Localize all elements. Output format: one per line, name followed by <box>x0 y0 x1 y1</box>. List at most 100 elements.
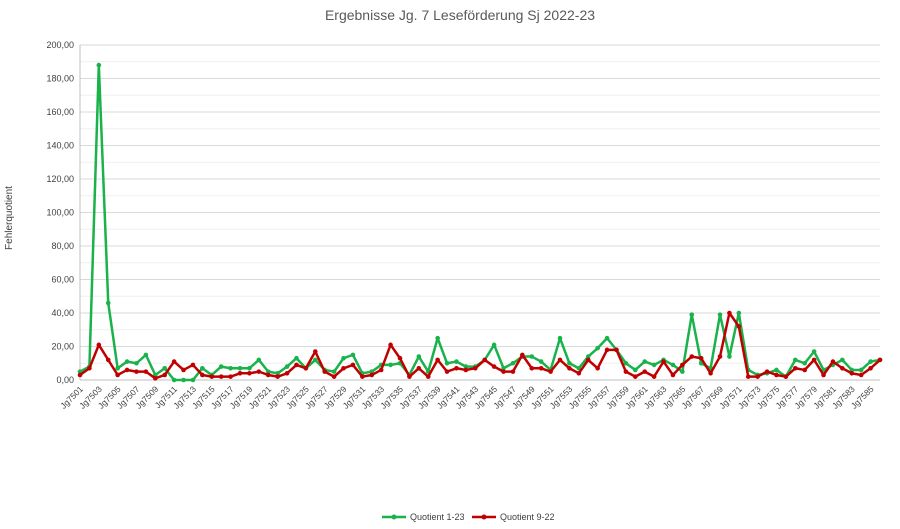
data-point <box>247 365 252 371</box>
legend-swatch-marker <box>391 514 397 520</box>
data-point <box>369 369 375 374</box>
data-point <box>858 372 864 378</box>
data-point <box>736 310 742 316</box>
data-point <box>454 359 459 364</box>
data-point <box>322 369 328 374</box>
data-point <box>388 342 393 348</box>
data-point <box>124 367 130 373</box>
data-point <box>764 369 770 374</box>
data-point <box>237 365 243 371</box>
data-point <box>717 312 723 317</box>
data-point <box>567 365 572 371</box>
data-point <box>680 362 685 368</box>
data-point <box>77 372 83 378</box>
data-point <box>614 347 619 353</box>
y-tick-label: 120,00 <box>46 174 74 184</box>
data-point <box>303 365 309 371</box>
series-1 <box>77 62 883 383</box>
data-point <box>689 354 695 359</box>
data-point <box>774 367 779 373</box>
data-point <box>849 371 855 376</box>
data-point <box>360 374 365 379</box>
data-point <box>369 372 375 378</box>
data-point <box>689 312 695 317</box>
data-point <box>341 365 346 371</box>
data-point <box>604 335 610 341</box>
y-tick-label: 20,00 <box>51 342 74 352</box>
data-point <box>680 369 685 374</box>
y-tick-label: 200,00 <box>46 40 74 50</box>
data-point <box>576 365 582 371</box>
data-point <box>416 365 422 371</box>
y-tick-labels: 0,00 20,00 40,00 60,00 80,00 100,00 120,00 140,… <box>46 40 74 385</box>
data-point <box>143 352 149 358</box>
data-point <box>642 369 648 374</box>
y-tick-label: 0,00 <box>56 375 74 385</box>
data-point <box>510 360 516 366</box>
data-point <box>623 369 629 374</box>
data-point <box>350 362 356 368</box>
data-point <box>237 371 243 376</box>
data-point <box>830 359 836 364</box>
data-point <box>774 372 779 378</box>
data-point <box>256 369 262 374</box>
data-point <box>463 364 469 369</box>
data-point <box>501 369 506 374</box>
data-point <box>265 372 271 378</box>
data-point <box>510 369 516 374</box>
data-point <box>632 367 638 373</box>
data-point <box>877 357 883 363</box>
data-point <box>501 365 506 371</box>
data-point <box>811 349 817 354</box>
data-point <box>331 374 337 379</box>
axes <box>79 45 880 381</box>
data-point <box>115 365 120 371</box>
legend-swatch-marker <box>481 514 487 520</box>
data-point <box>228 374 233 379</box>
data-point <box>331 369 337 374</box>
y-tick-label: 180,00 <box>46 74 74 84</box>
data-point <box>407 374 412 379</box>
data-point <box>708 371 713 376</box>
data-point <box>849 367 855 373</box>
data-point <box>482 357 488 363</box>
data-point <box>463 367 469 373</box>
data-point <box>265 369 271 374</box>
data-point <box>190 377 196 383</box>
data-point <box>218 364 224 369</box>
data-point <box>454 365 459 371</box>
data-point <box>623 360 629 366</box>
data-point <box>181 367 186 373</box>
legend-item: Quotient 9-22 <box>472 512 555 522</box>
data-point <box>868 365 873 371</box>
data-point <box>557 335 563 341</box>
data-point <box>538 359 544 364</box>
data-point <box>698 355 704 361</box>
series-2 <box>77 310 883 381</box>
data-point <box>651 362 657 368</box>
data-point <box>350 352 356 358</box>
data-point <box>472 365 478 371</box>
data-point <box>247 371 252 376</box>
data-point <box>661 359 666 364</box>
data-point <box>595 345 600 351</box>
legend-label: Quotient 1-23 <box>410 512 465 522</box>
data-point <box>96 62 102 68</box>
data-point <box>548 369 553 374</box>
data-point <box>811 357 817 363</box>
data-point <box>275 371 280 376</box>
data-point <box>181 377 186 383</box>
data-point <box>840 365 845 371</box>
data-point <box>87 365 92 371</box>
data-point <box>190 362 196 368</box>
data-point <box>529 365 535 371</box>
data-point <box>802 367 808 373</box>
data-point <box>840 357 845 363</box>
data-point <box>284 371 290 376</box>
data-point <box>105 300 111 306</box>
data-point <box>670 362 676 368</box>
data-point <box>821 372 826 378</box>
data-point <box>595 365 600 371</box>
data-point <box>538 365 544 371</box>
y-tick-label: 140,00 <box>46 141 74 151</box>
